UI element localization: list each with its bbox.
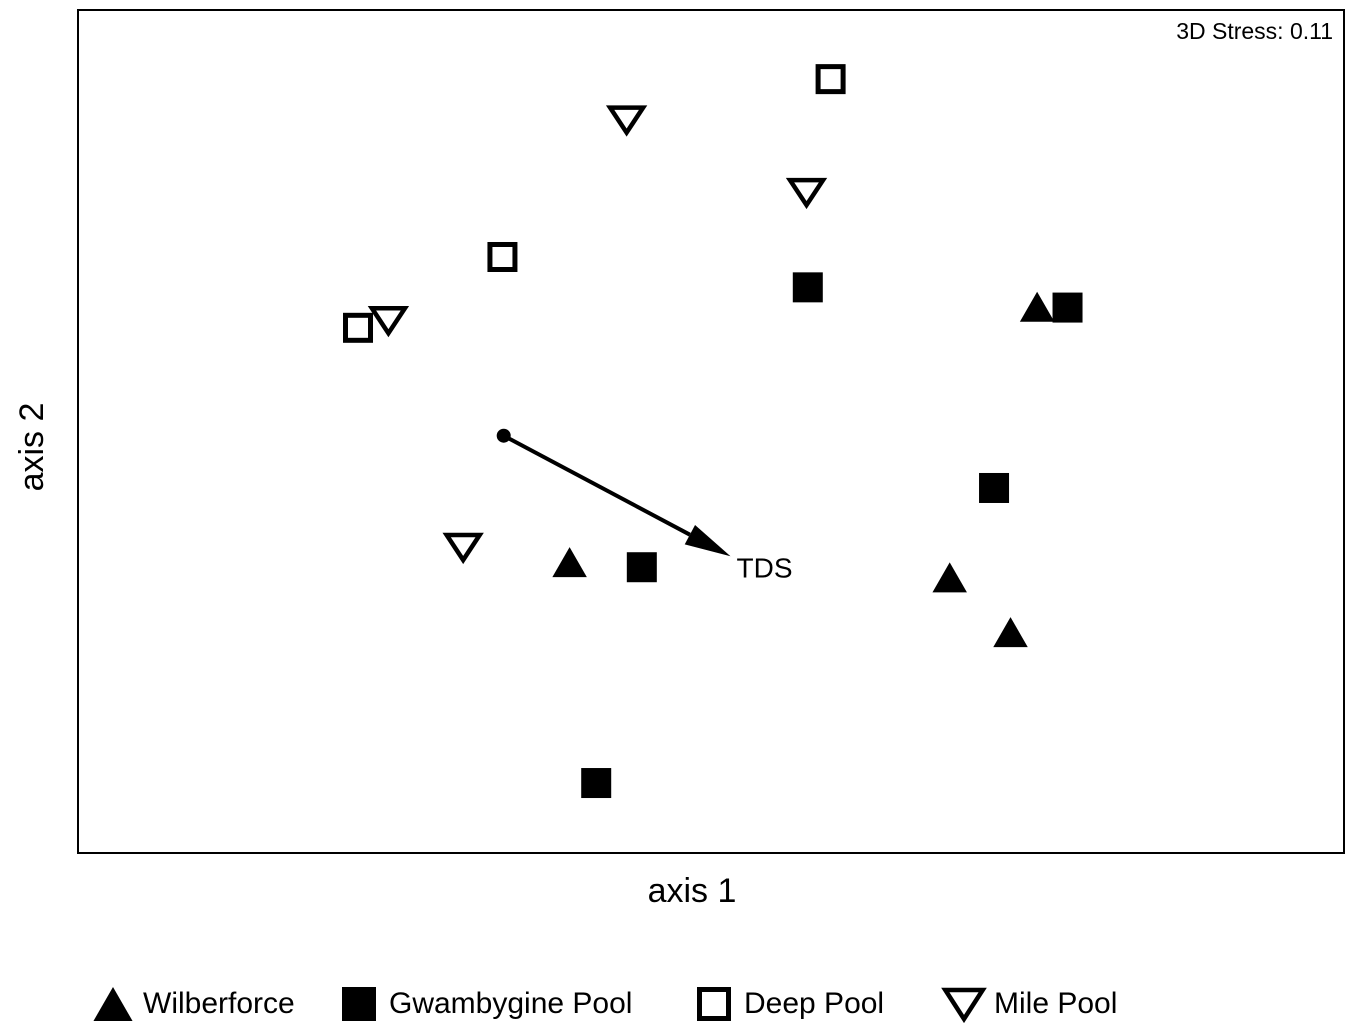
marker-square <box>626 552 657 583</box>
marker-square <box>792 272 823 303</box>
marker-square-open <box>487 241 518 272</box>
marker-triangle-down-open <box>785 177 828 210</box>
vector-label: TDS <box>737 553 793 584</box>
vector-line <box>502 433 691 537</box>
marker-square <box>581 768 612 799</box>
marker-triangle-down-open <box>367 305 410 338</box>
y-axis-label: axis 2 <box>13 403 51 492</box>
x-axis-label: axis 1 <box>648 872 737 910</box>
marker-triangle <box>93 987 133 1021</box>
marker-triangle <box>552 547 587 578</box>
marker-triangle-down-open <box>941 987 987 1024</box>
legend-label: Gwambygine Pool <box>389 987 632 1020</box>
marker-triangle-down-open <box>605 105 648 137</box>
marker-triangle-down-open <box>442 532 484 565</box>
marker-square <box>979 472 1010 503</box>
vector-arrowhead <box>684 524 731 557</box>
marker-square-open <box>815 64 846 95</box>
stress-annotation: 3D Stress: 0.11 <box>1176 18 1333 44</box>
marker-square <box>1052 292 1083 323</box>
legend-label: Wilberforce <box>143 987 295 1020</box>
marker-square-open <box>343 312 374 343</box>
marker-triangle <box>993 617 1028 648</box>
legend-label: Mile Pool <box>994 987 1117 1020</box>
marker-triangle <box>1019 291 1055 322</box>
marker-square-open <box>697 987 731 1021</box>
legend-label: Deep Pool <box>744 987 884 1020</box>
marker-triangle <box>932 562 967 593</box>
marker-square <box>342 987 376 1021</box>
plot-frame <box>77 9 1345 854</box>
